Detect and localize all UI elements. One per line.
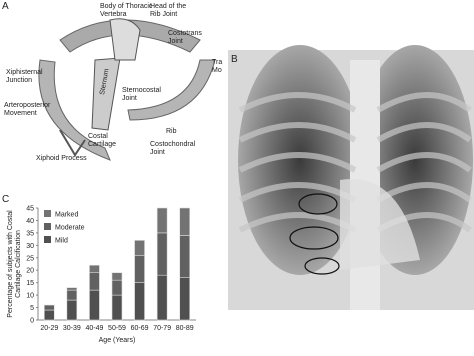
x-tick-label: 70-79 (153, 325, 171, 332)
bar-segment (66, 287, 78, 291)
diagram-label: Xiphisternal (6, 69, 43, 76)
bar-segment (179, 207, 191, 236)
y-tick-label: 30 (26, 243, 34, 250)
legend-swatch (44, 223, 51, 230)
legend-label: Marked (55, 212, 78, 219)
x-tick-label: 30-39 (63, 325, 81, 332)
x-tick-label: 50-59 (108, 325, 126, 332)
y-tick-label: 15 (26, 280, 34, 287)
bar-segment (111, 279, 123, 296)
y-tick-label: 20 (26, 268, 34, 275)
diagram-label: Mo (212, 67, 222, 74)
panel-label: B (231, 54, 238, 65)
sternum-shape (91, 57, 121, 131)
bar-segment (89, 264, 100, 274)
y-axis-title: Cartilage Calcification (15, 230, 22, 298)
bar-segment (43, 309, 55, 321)
bar-segment (111, 294, 123, 321)
y-tick-label: 35 (26, 230, 34, 237)
diagram-label: Costochondral (150, 141, 196, 148)
diagram-label: Head of the (150, 3, 186, 10)
bar-segment (89, 289, 100, 321)
diagram-label: Vertebra (100, 11, 127, 18)
vertebra-shape (109, 18, 141, 61)
arrow (59, 129, 86, 157)
y-tick-label: 5 (30, 305, 34, 312)
legend-swatch (44, 210, 51, 217)
x-tick-label: 20-29 (40, 325, 58, 332)
diagram-label: Cartilage (88, 141, 116, 148)
x-tick-label: 80-89 (176, 325, 194, 332)
rib-shape (127, 59, 216, 121)
bar-segment (66, 299, 78, 321)
diagram-label: Arteroposterior (4, 102, 51, 109)
diagram-label: Joint (150, 149, 165, 156)
y-tick-label: 40 (26, 218, 34, 225)
legend-label: Moderate (55, 225, 85, 232)
bar-segment (134, 240, 145, 256)
chart: 0 5 10 15 20 25 30 35 40 45 20-29 30-39 40-49 50-59 60… (7, 206, 196, 344)
diagram-label: Costotrans (168, 30, 202, 37)
heart (340, 179, 420, 270)
bar-segment (156, 274, 168, 321)
diagram (38, 18, 216, 161)
panel-label: C (2, 194, 9, 205)
bar-segment (66, 289, 78, 301)
bar-segment (89, 272, 100, 291)
rib-shape (59, 19, 201, 53)
x-tick-label: 40-49 (85, 325, 103, 332)
diagram-label: Body of Thoracic (100, 3, 153, 10)
bar-segment (156, 232, 168, 276)
bar-segment (156, 207, 168, 234)
diagram-label: Rib Joint (150, 11, 177, 18)
diagram-label: Costal (88, 133, 108, 140)
legend-label: Mild (55, 238, 68, 245)
diagram-label: Junction (6, 77, 32, 84)
x-axis-title: Age (Years) (99, 337, 136, 344)
bar-segment (43, 304, 55, 311)
diagram-label: Movement (4, 110, 37, 117)
legend-swatch (44, 236, 51, 243)
y-tick-label: 0 (30, 318, 34, 325)
diagram-label: Sternocostal (122, 87, 161, 94)
y-tick-label: 10 (26, 293, 34, 300)
y-axis-title: Percentage of subjects with Costal (7, 210, 14, 318)
diagram-label: Rib (166, 128, 177, 135)
y-tick-label: 25 (26, 255, 34, 262)
bar-segment (179, 277, 191, 321)
ellipses (289, 193, 340, 275)
bar-segment (179, 235, 191, 278)
x-tick-label: 60-69 (131, 325, 149, 332)
panel-label: A (2, 1, 9, 12)
y-tick-label: 45 (26, 206, 34, 213)
diagram-label: Joint (122, 95, 137, 102)
rib-shape (38, 59, 111, 161)
diagram-label: Sternum (99, 68, 111, 95)
bar-segment (111, 272, 123, 281)
diagram-label: Joint (168, 38, 183, 45)
diagram-label: Xiphoid Process (36, 155, 87, 162)
xray (228, 45, 474, 310)
bar-segment (134, 254, 145, 283)
diagram-label: Tra (212, 59, 222, 66)
bar-segment (134, 282, 145, 321)
